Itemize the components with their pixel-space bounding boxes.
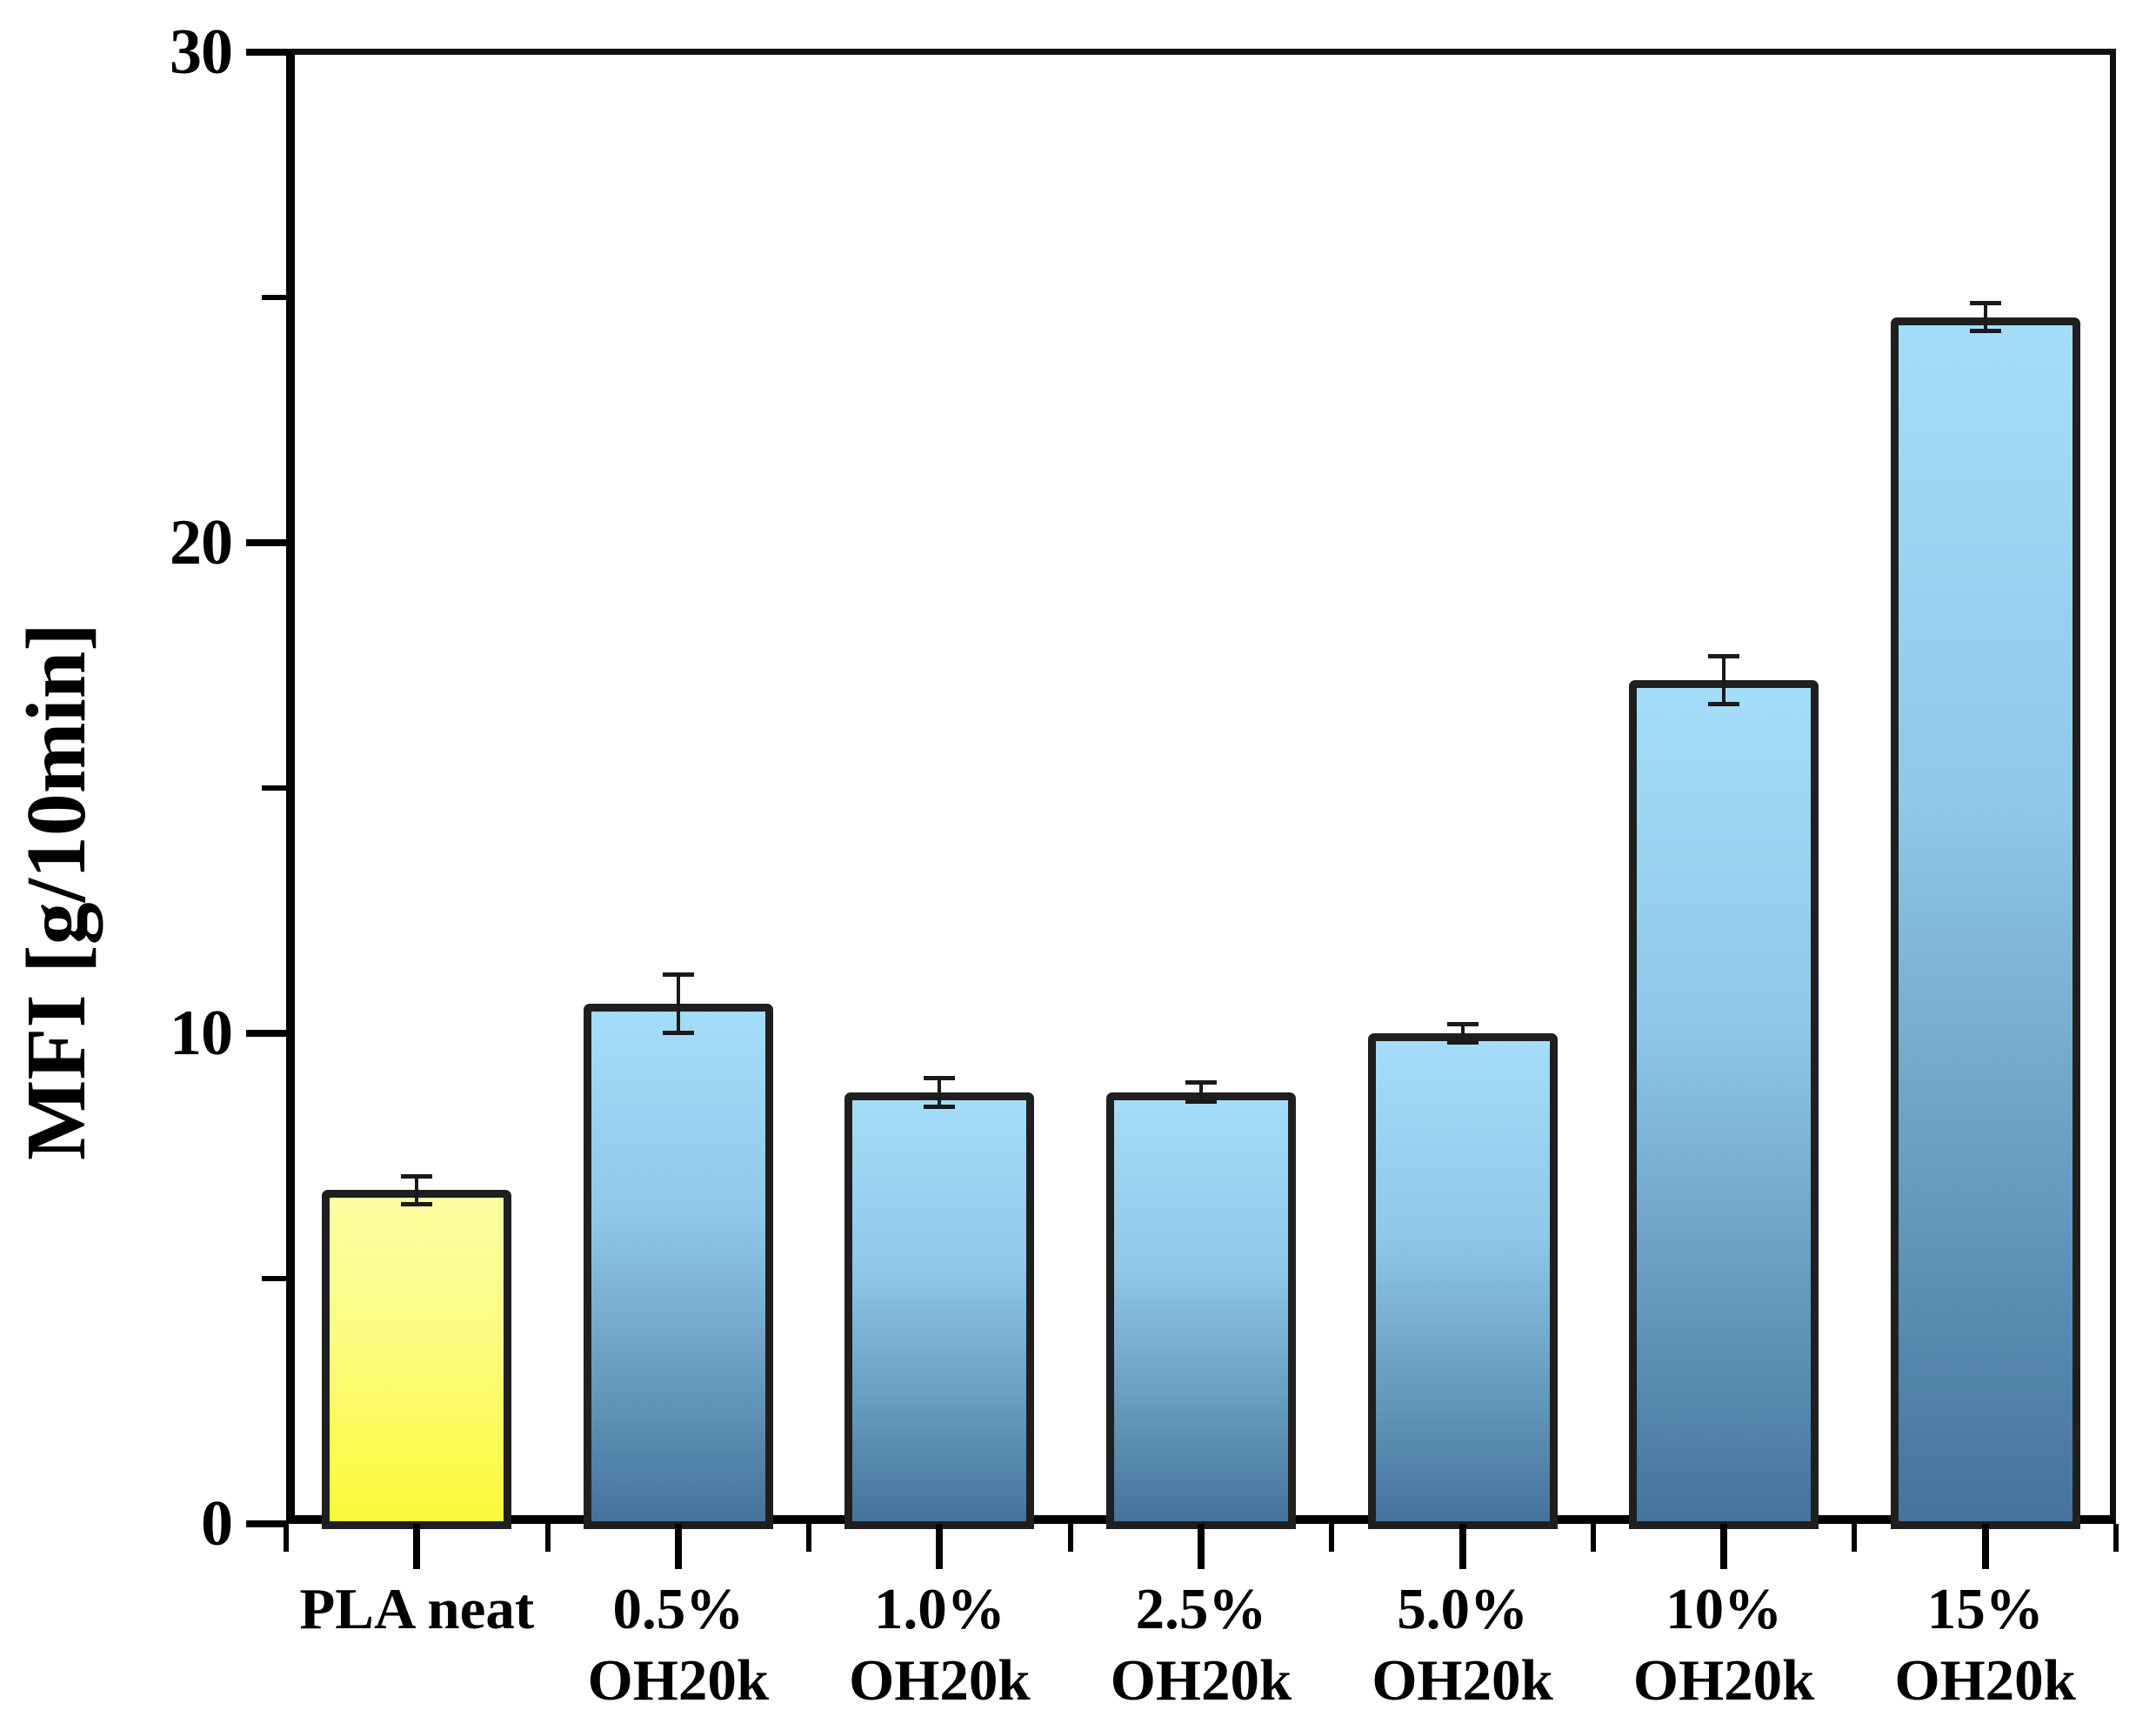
x-axis-label-line2: OH20k [1894,1648,2076,1713]
error-bar-cap-top [1708,653,1740,658]
bar-pla-neat [322,1190,512,1529]
error-bar-line [676,974,680,1033]
x-axis-minor-tick [1590,1524,1596,1552]
error-bar-cap-top [662,972,694,978]
y-axis-title: MFI [g/10min] [10,623,103,1160]
x-axis-major-tick [1720,1524,1728,1569]
error-bar-line [1722,655,1726,705]
error-bar-cap-top [1969,300,2001,305]
x-axis-major-tick [674,1524,682,1569]
x-axis-minor-tick [1852,1524,1858,1552]
error-bar-line [1983,302,1987,332]
error-bar-cap-top [401,1173,433,1179]
error-bar-cap-bottom [662,1031,694,1035]
error-bar-cap-top [924,1075,956,1080]
error-bar-line [1199,1082,1203,1102]
bar-10-oh20k [1629,679,1819,1529]
x-axis-major-tick [1198,1524,1205,1569]
error-bar-cap-bottom [401,1202,433,1207]
bar-1-0-oh20k [844,1092,1035,1529]
x-axis-label: 15% [1926,1577,2044,1641]
error-bar-cap-bottom [1708,702,1740,707]
x-axis-label: 10% [1665,1577,1783,1641]
x-axis-label: PLA neat [299,1577,535,1641]
y-axis-minor-tick [262,295,286,300]
x-axis-label: 1.0% [874,1577,1005,1641]
x-axis-label: 5.0% [1397,1577,1528,1641]
error-bar-line [938,1077,942,1107]
y-axis-major-tick [246,539,286,546]
y-axis-tick-label: 10 [170,998,233,1069]
error-bar-line [1460,1023,1465,1044]
y-axis-minor-tick [262,1276,286,1281]
error-bar-cap-top [1185,1080,1217,1085]
error-bar-cap-top [1446,1021,1478,1026]
bar-15-oh20k [1890,317,2080,1529]
y-axis-major-tick [246,49,286,56]
bar-5-0-oh20k [1367,1033,1558,1529]
x-axis-label: 2.5% [1135,1577,1267,1641]
bar-2-5-oh20k [1106,1092,1296,1529]
y-axis-minor-tick [262,785,286,791]
x-axis-label-line2: OH20k [1110,1648,1292,1713]
y-axis-tick-label: 30 [170,17,233,88]
x-axis-label: 0.5% [612,1577,744,1641]
x-axis-minor-tick [1067,1524,1073,1552]
y-axis-tick-label: 0 [201,1488,233,1560]
x-axis-label-line2: OH20k [849,1648,1031,1713]
bar-0-5-oh20k [583,1004,773,1529]
x-axis-minor-tick [544,1524,551,1552]
error-bar-cap-bottom [924,1104,956,1109]
error-bar-cap-bottom [1446,1040,1478,1045]
x-axis-major-tick [413,1524,421,1569]
x-axis-label-line2: OH20k [1372,1648,1553,1713]
error-bar-cap-bottom [1185,1099,1217,1104]
x-axis-minor-tick [284,1524,289,1552]
x-axis-label-line2: OH20k [1632,1648,1815,1713]
x-axis-major-tick [1981,1524,1989,1569]
error-bar-cap-bottom [1969,329,2001,334]
x-axis-label-line2: OH20k [587,1648,770,1713]
y-axis-major-tick [246,1030,286,1037]
x-axis-major-tick [936,1524,944,1569]
x-axis-minor-tick [1329,1524,1335,1552]
y-axis-major-tick [246,1520,286,1527]
x-axis-major-tick [1458,1524,1466,1569]
y-axis-tick-label: 20 [170,507,233,578]
error-bar-line [415,1175,419,1206]
x-axis-minor-tick [806,1524,812,1552]
x-axis-minor-tick [2113,1524,2119,1552]
